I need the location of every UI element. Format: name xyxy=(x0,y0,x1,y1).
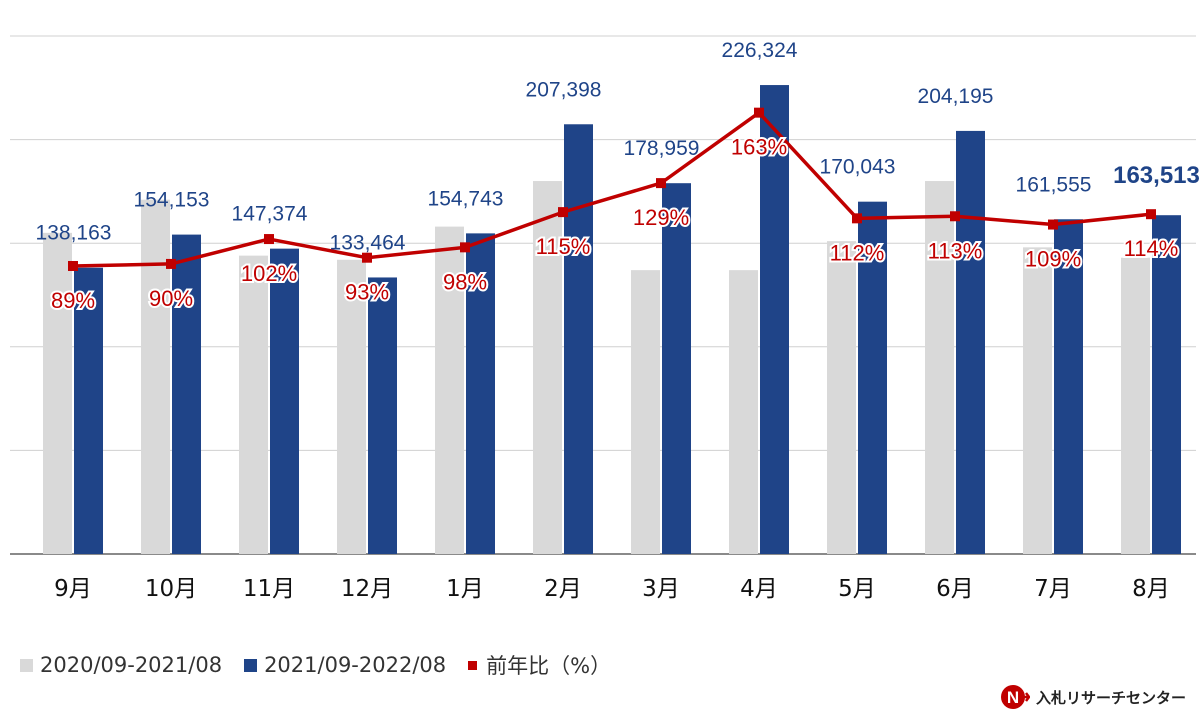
ratio-marker xyxy=(656,178,666,189)
x-tick-label: 4月 xyxy=(740,576,778,602)
bar-prev-year xyxy=(1121,257,1150,554)
legend-swatch-current-year xyxy=(244,658,258,672)
bar-value-label: 154,153 xyxy=(134,189,210,212)
combo-chart: 138,163 154,153 147,374 133,464 154,743 207,3… xyxy=(10,35,1200,602)
ratio-line-series xyxy=(68,107,1156,271)
ratio-value-label: 98% xyxy=(443,269,487,294)
bar-prev-year xyxy=(337,259,366,554)
bar-value-label: 163,513 xyxy=(1113,162,1200,189)
bar-current-year xyxy=(1054,219,1083,554)
bar-prev-year xyxy=(239,255,268,554)
legend-item-prev-year: 2020/09-2021/08 xyxy=(20,653,222,677)
bar-current-year xyxy=(858,201,887,554)
brand-logo: N 入札リサーチセンター xyxy=(1000,682,1186,712)
ratio-marker xyxy=(754,107,764,118)
bar-current-year xyxy=(270,248,299,555)
legend-label-ratio: 前年比（%） xyxy=(486,654,612,678)
bar-prev-year xyxy=(141,199,170,555)
bar-prev-year xyxy=(533,181,562,555)
ratio-line xyxy=(72,110,1152,268)
bar-current-year xyxy=(662,183,691,554)
ratio-value-label: 93% xyxy=(345,280,389,305)
legend-label-current-year: 2021/09-2022/08 xyxy=(264,653,447,677)
legend-item-ratio: 前年比（%） xyxy=(468,650,611,680)
bar-value-label: 170,043 xyxy=(820,156,896,179)
ratio-value-label: 163% xyxy=(731,135,787,160)
gridlines xyxy=(10,35,1196,555)
bar-value-label: 204,195 xyxy=(918,85,994,108)
bar-current-year xyxy=(172,234,201,555)
data-labels: 138,163 154,153 147,374 133,464 154,743 207,3… xyxy=(36,39,1200,315)
ratio-marker xyxy=(460,242,470,253)
bar-current-year xyxy=(956,130,985,554)
ratio-value-label: 112% xyxy=(830,240,885,265)
x-tick-label: 11月 xyxy=(243,576,295,602)
ratio-marker xyxy=(68,260,78,271)
bar-value-label: 154,743 xyxy=(428,187,504,210)
bar-value-label: 226,324 xyxy=(722,39,798,62)
ratio-value-label: 115% xyxy=(536,234,591,259)
ratio-marker xyxy=(950,211,960,222)
bar-current-year xyxy=(760,85,789,554)
bar-value-label: 207,398 xyxy=(526,78,602,101)
ratio-value-label: 113% xyxy=(928,238,983,263)
ratio-value-label: 114% xyxy=(1124,236,1179,261)
ratio-marker xyxy=(1048,219,1058,230)
ratio-marker xyxy=(852,213,862,224)
x-tick-label: 1月 xyxy=(446,576,484,602)
x-tick-label: 12月 xyxy=(341,576,393,602)
legend-label-prev-year: 2020/09-2021/08 xyxy=(40,653,223,677)
bar-value-label: 133,464 xyxy=(330,231,406,254)
bar-prev-year xyxy=(925,181,954,555)
ratio-value-label: 90% xyxy=(149,286,193,311)
x-tick-label: 8月 xyxy=(1132,576,1170,602)
ratio-marker xyxy=(264,234,274,245)
bar-prev-year xyxy=(631,270,660,554)
x-tick-label: 6月 xyxy=(936,576,974,602)
ratio-value-label: 102% xyxy=(241,261,297,286)
bar-value-label: 161,555 xyxy=(1016,173,1092,196)
svg-text:N: N xyxy=(1007,688,1019,707)
bar-current-year xyxy=(466,233,495,554)
bar-current-year xyxy=(74,267,103,554)
x-tick-label: 3月 xyxy=(642,576,680,602)
bar-value-label: 147,374 xyxy=(232,203,308,226)
x-tick-label: 7月 xyxy=(1034,576,1072,602)
ratio-value-label: 89% xyxy=(51,288,95,313)
legend-swatch-ratio xyxy=(468,660,478,670)
bar-value-label: 178,959 xyxy=(624,137,700,160)
x-tick-label: 5月 xyxy=(838,576,876,602)
legend-swatch-prev-year xyxy=(20,658,33,672)
ratio-value-label: 129% xyxy=(633,205,689,230)
bar-current-year xyxy=(1152,215,1181,555)
legend-item-current-year: 2021/09-2022/08 xyxy=(244,653,446,677)
x-tick-label: 9月 xyxy=(54,576,92,602)
bar-series xyxy=(43,85,1181,555)
bar-prev-year xyxy=(827,241,856,555)
ratio-marker xyxy=(558,207,568,218)
bar-prev-year xyxy=(43,232,72,554)
ratio-marker xyxy=(362,252,372,263)
bar-current-year xyxy=(564,124,593,554)
x-axis-tick-labels: 9月 10月 11月 12月 1月 2月 3月 4月 5月 6月 7月 8月 xyxy=(54,576,1170,602)
bar-current-year xyxy=(368,277,397,554)
brand-logo-text: 入札リサーチセンター xyxy=(1035,688,1186,707)
n-arrow-logo-icon: N xyxy=(1000,685,1030,709)
x-tick-label: 2月 xyxy=(544,576,582,602)
x-tick-label: 10月 xyxy=(145,576,197,602)
bar-prev-year xyxy=(435,226,464,554)
ratio-value-label: 109% xyxy=(1025,247,1081,272)
bar-prev-year xyxy=(729,270,758,554)
ratio-marker xyxy=(1146,209,1156,220)
ratio-marker xyxy=(166,258,176,269)
bar-prev-year xyxy=(1023,247,1052,554)
legend: 2020/09-2021/08 2021/09-2022/08 前年比（%） xyxy=(20,650,633,680)
bar-value-label: 138,163 xyxy=(36,222,112,245)
